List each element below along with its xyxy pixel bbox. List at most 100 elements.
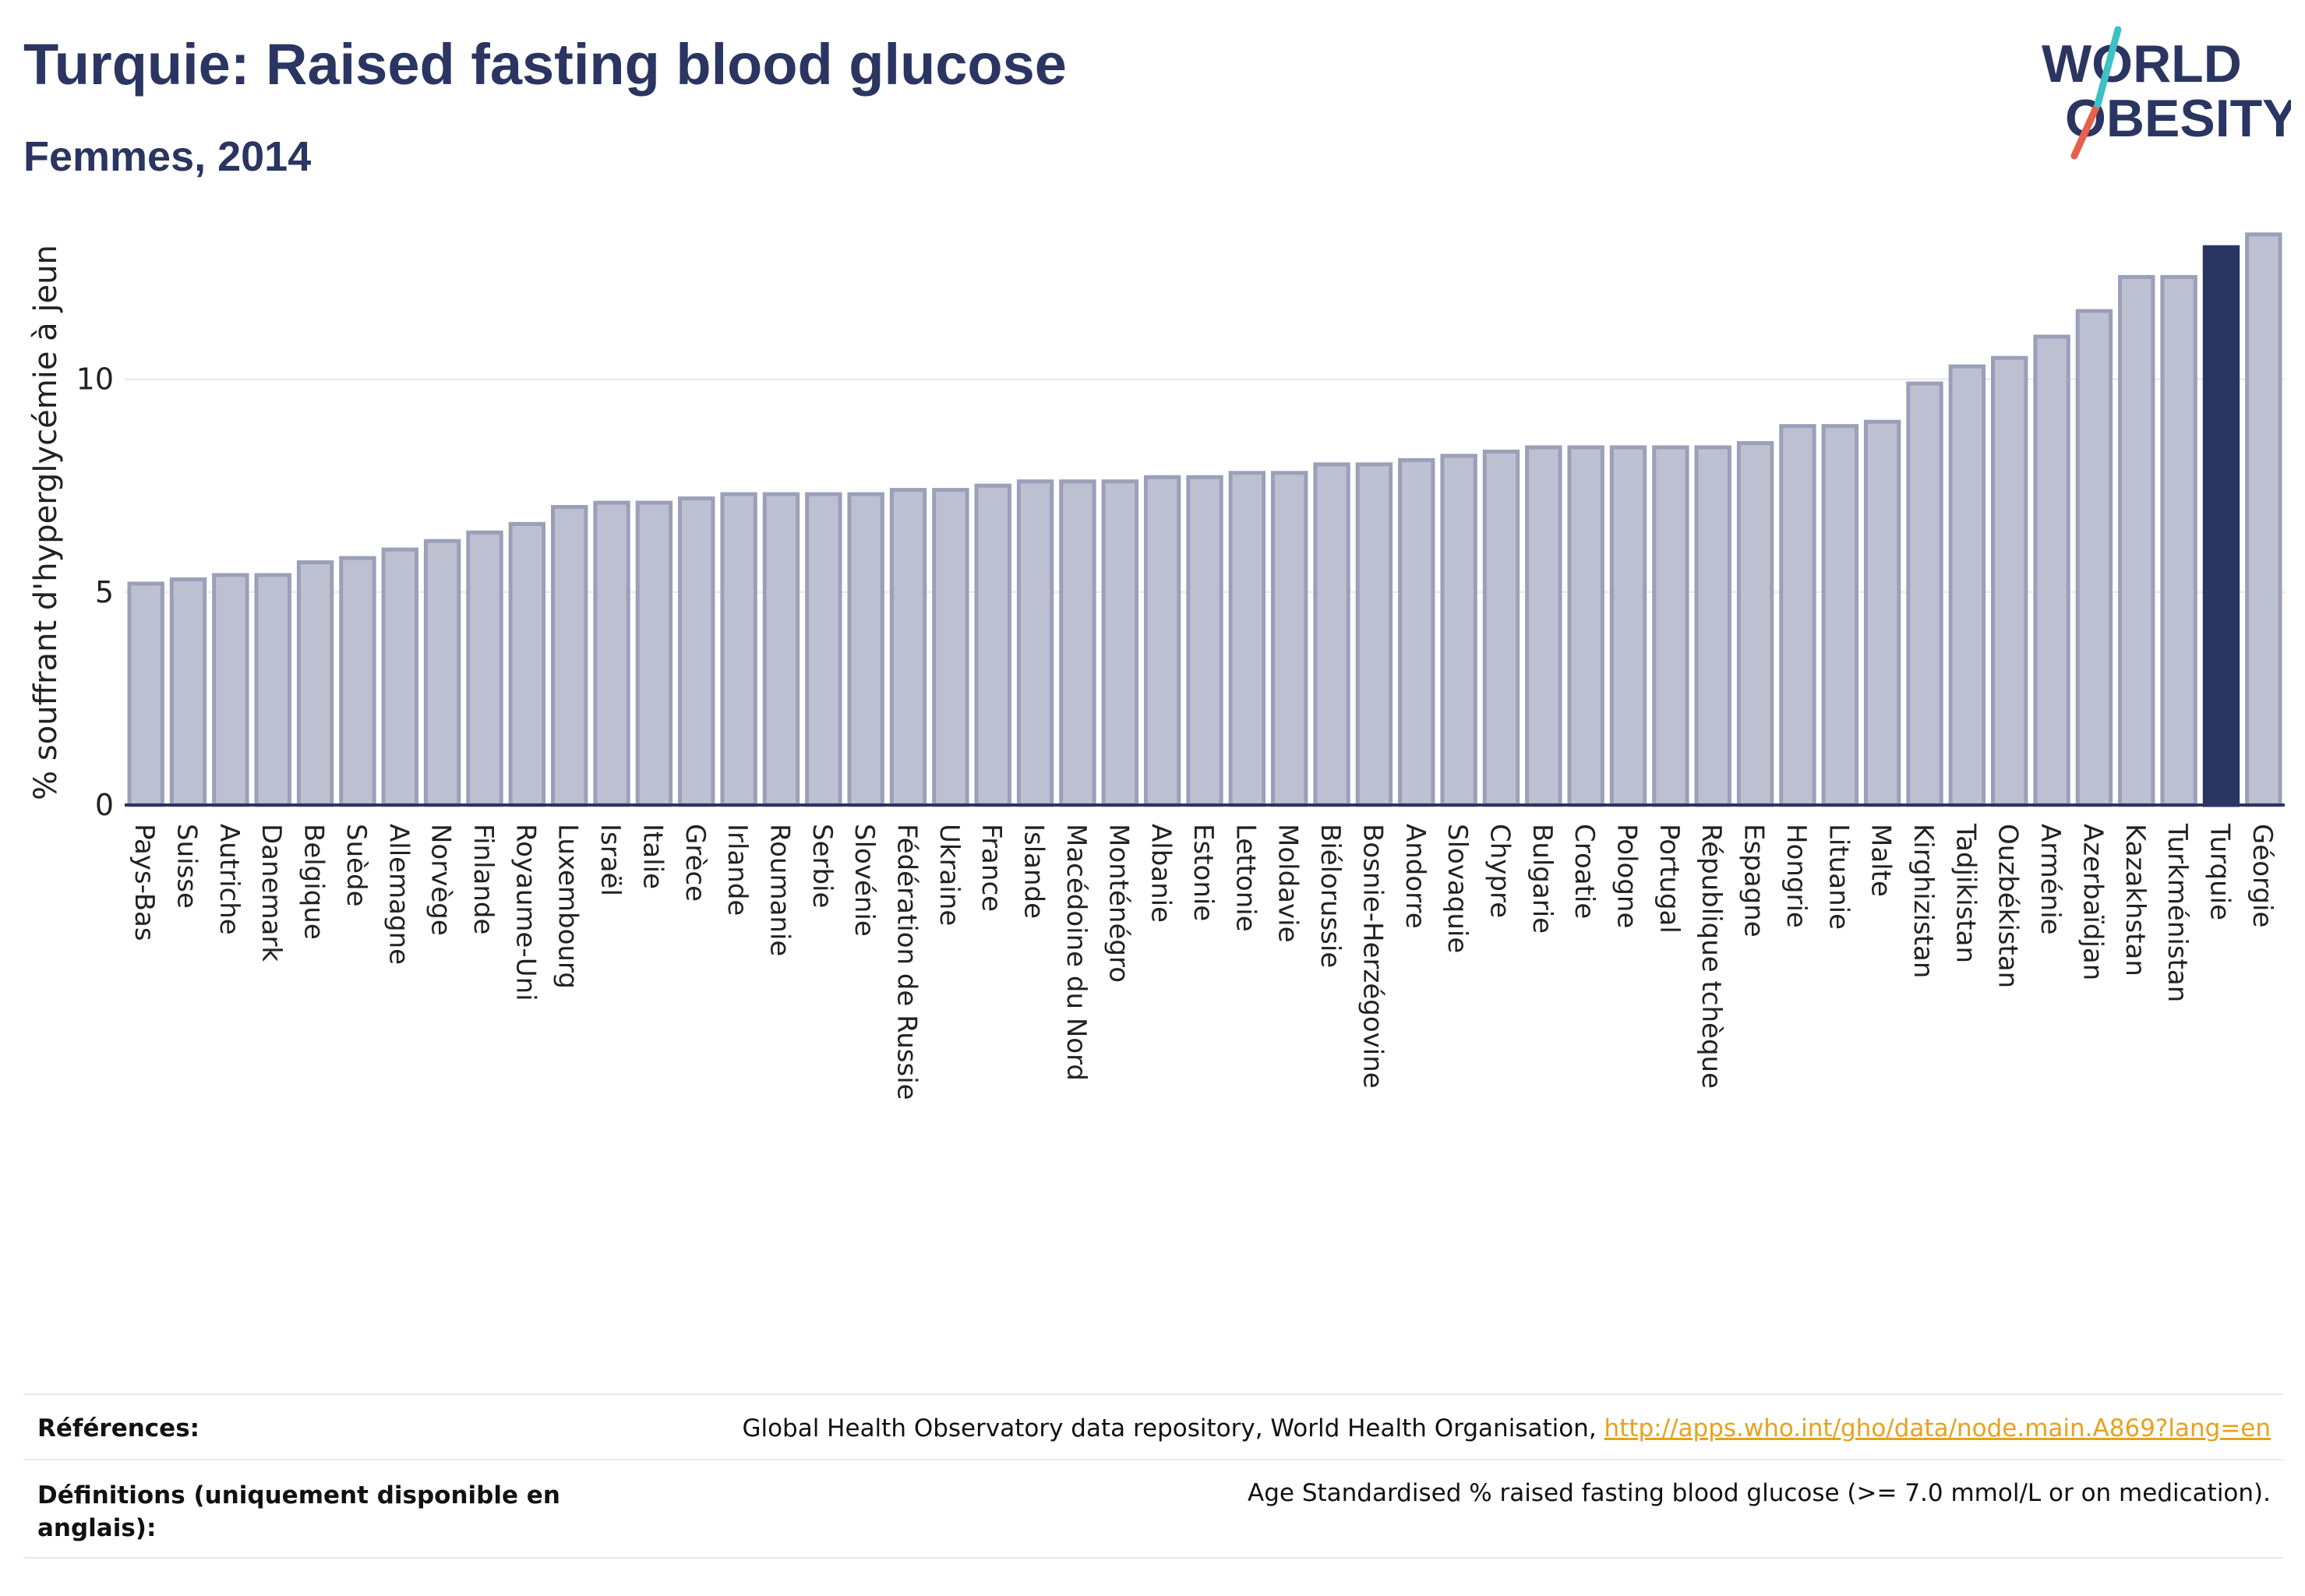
x-tick-label: Kazakhstan	[2120, 824, 2151, 976]
x-tick-label: Andorre	[1400, 824, 1431, 929]
definitions-row: Définitions (uniquement disponible en ang…	[23, 1479, 2283, 1557]
bar	[2118, 274, 2155, 807]
x-tick-label: Danemark	[256, 824, 287, 962]
x-tick-label: Irlande	[722, 824, 753, 916]
bar	[1101, 479, 1138, 807]
x-tick-label: France	[976, 824, 1007, 912]
bar	[1652, 445, 1689, 807]
bar	[1609, 445, 1647, 807]
x-tick-label: Luxembourg	[552, 824, 584, 989]
x-tick-label: Roumanie	[764, 824, 795, 956]
bar	[1694, 445, 1731, 807]
bar	[1313, 462, 1350, 807]
bar	[466, 530, 503, 807]
bar	[1186, 475, 1223, 807]
x-tick-labels: Pays-Bas Suisse Autriche Danemark Belgique Su…	[129, 823, 2278, 1100]
y-tick-label: 0	[95, 788, 114, 822]
bar	[1948, 364, 1986, 807]
x-tick-label: Royaume-Uni	[510, 824, 541, 1001]
x-tick-label: Suède	[341, 824, 372, 907]
x-tick-label: Ukraine	[934, 824, 965, 926]
page-subtitle: Femmes, 2014	[23, 133, 312, 180]
x-tick-label: Azerbaïdjan	[2077, 824, 2108, 980]
x-tick-label: Slovénie	[849, 824, 880, 937]
bar	[423, 538, 461, 807]
svg-text:WORLD: WORLD	[2042, 34, 2242, 94]
bar	[847, 492, 884, 807]
bar-highlighted	[2202, 245, 2240, 807]
x-tick-label: Kirghizistan	[1908, 824, 1939, 978]
bar	[1525, 445, 1562, 807]
bar	[1271, 471, 1308, 807]
bar	[1440, 454, 1477, 807]
x-tick-label: Turkménistan	[2162, 823, 2193, 1002]
x-tick-label: Biélorussie	[1315, 824, 1346, 968]
x-tick-label: Bulgarie	[1527, 824, 1558, 934]
bar	[1991, 355, 2028, 807]
references-label: Références:	[37, 1414, 200, 1442]
footer-divider-bottom	[23, 1557, 2283, 1559]
x-tick-label: Israël	[595, 824, 626, 896]
bar	[2160, 274, 2197, 807]
x-tick-label: Lettonie	[1230, 824, 1261, 932]
bar	[381, 547, 418, 807]
x-tick-label: Pays-Bas	[129, 824, 160, 941]
footer-divider-middle	[23, 1459, 2283, 1460]
bar	[1567, 445, 1604, 807]
x-tick-label: Chypre	[1484, 824, 1515, 918]
x-tick-label: Croatie	[1569, 824, 1600, 919]
bar	[1355, 462, 1393, 807]
x-tick-label: Hongrie	[1781, 824, 1812, 928]
x-tick-label: Pologne	[1611, 824, 1643, 928]
x-tick-label: Norvège	[425, 824, 457, 936]
definitions-label: Définitions (uniquement disponible en ang…	[37, 1481, 560, 1542]
y-tick-label: 10	[76, 362, 114, 397]
bar	[1863, 419, 1901, 807]
y-axis-label: % souffrant d'hyperglycémie à jeun	[28, 245, 64, 800]
bar	[212, 573, 249, 807]
bar	[635, 500, 673, 807]
bar	[678, 496, 715, 807]
bar	[296, 560, 334, 807]
bar	[127, 581, 164, 807]
bar	[169, 577, 207, 807]
world-obesity-logo: WORLD OBESITY	[2042, 26, 2291, 160]
bar	[1059, 479, 1096, 807]
x-tick-label: Slovaquie	[1442, 824, 1473, 953]
x-tick-label: Lituanie	[1823, 824, 1854, 930]
x-tick-label: Finlande	[468, 824, 499, 934]
bar	[720, 492, 757, 807]
bar	[339, 556, 376, 807]
bars	[127, 232, 2282, 807]
bar	[1906, 381, 1943, 807]
bar	[805, 492, 842, 807]
bar	[889, 488, 927, 807]
bar	[2075, 309, 2113, 807]
x-tick-label: Ouzbékistan	[1993, 824, 2024, 988]
bar	[1228, 471, 1266, 807]
references-link[interactable]: http://apps.who.int/gho/data/node.main.A…	[1604, 1414, 2271, 1442]
x-tick-label: Estonie	[1188, 824, 1219, 921]
x-tick-label: Allemagne	[383, 824, 414, 965]
bar	[2033, 334, 2070, 807]
page-title: Turquie: Raised fasting blood glucose	[23, 32, 1067, 97]
references-value: Global Health Observatory data repositor…	[742, 1414, 2271, 1442]
bar	[508, 521, 546, 807]
x-tick-label: Macédoine du Nord	[1061, 824, 1092, 1081]
x-tick-label: Serbie	[807, 824, 838, 908]
x-tick-label: Grèce	[679, 824, 711, 902]
x-tick-label: Bosnie-Herzégovine	[1357, 824, 1388, 1089]
x-tick-label: Moldavie	[1273, 824, 1304, 943]
x-tick-label: Géorgie	[2247, 824, 2278, 927]
x-tick-label: Malte	[1866, 824, 1897, 897]
footer-divider-top	[23, 1393, 2283, 1395]
bar	[593, 500, 630, 807]
x-tick-label: Monténégro	[1103, 824, 1134, 983]
y-tick-label: 5	[95, 575, 114, 609]
bar	[254, 573, 291, 807]
bar	[1779, 424, 1816, 807]
x-tick-label: Italie	[637, 824, 668, 889]
x-tick-label: Turquie	[2204, 823, 2235, 920]
y-tick-labels: 0 5 10	[76, 362, 114, 822]
bar	[1143, 475, 1181, 807]
